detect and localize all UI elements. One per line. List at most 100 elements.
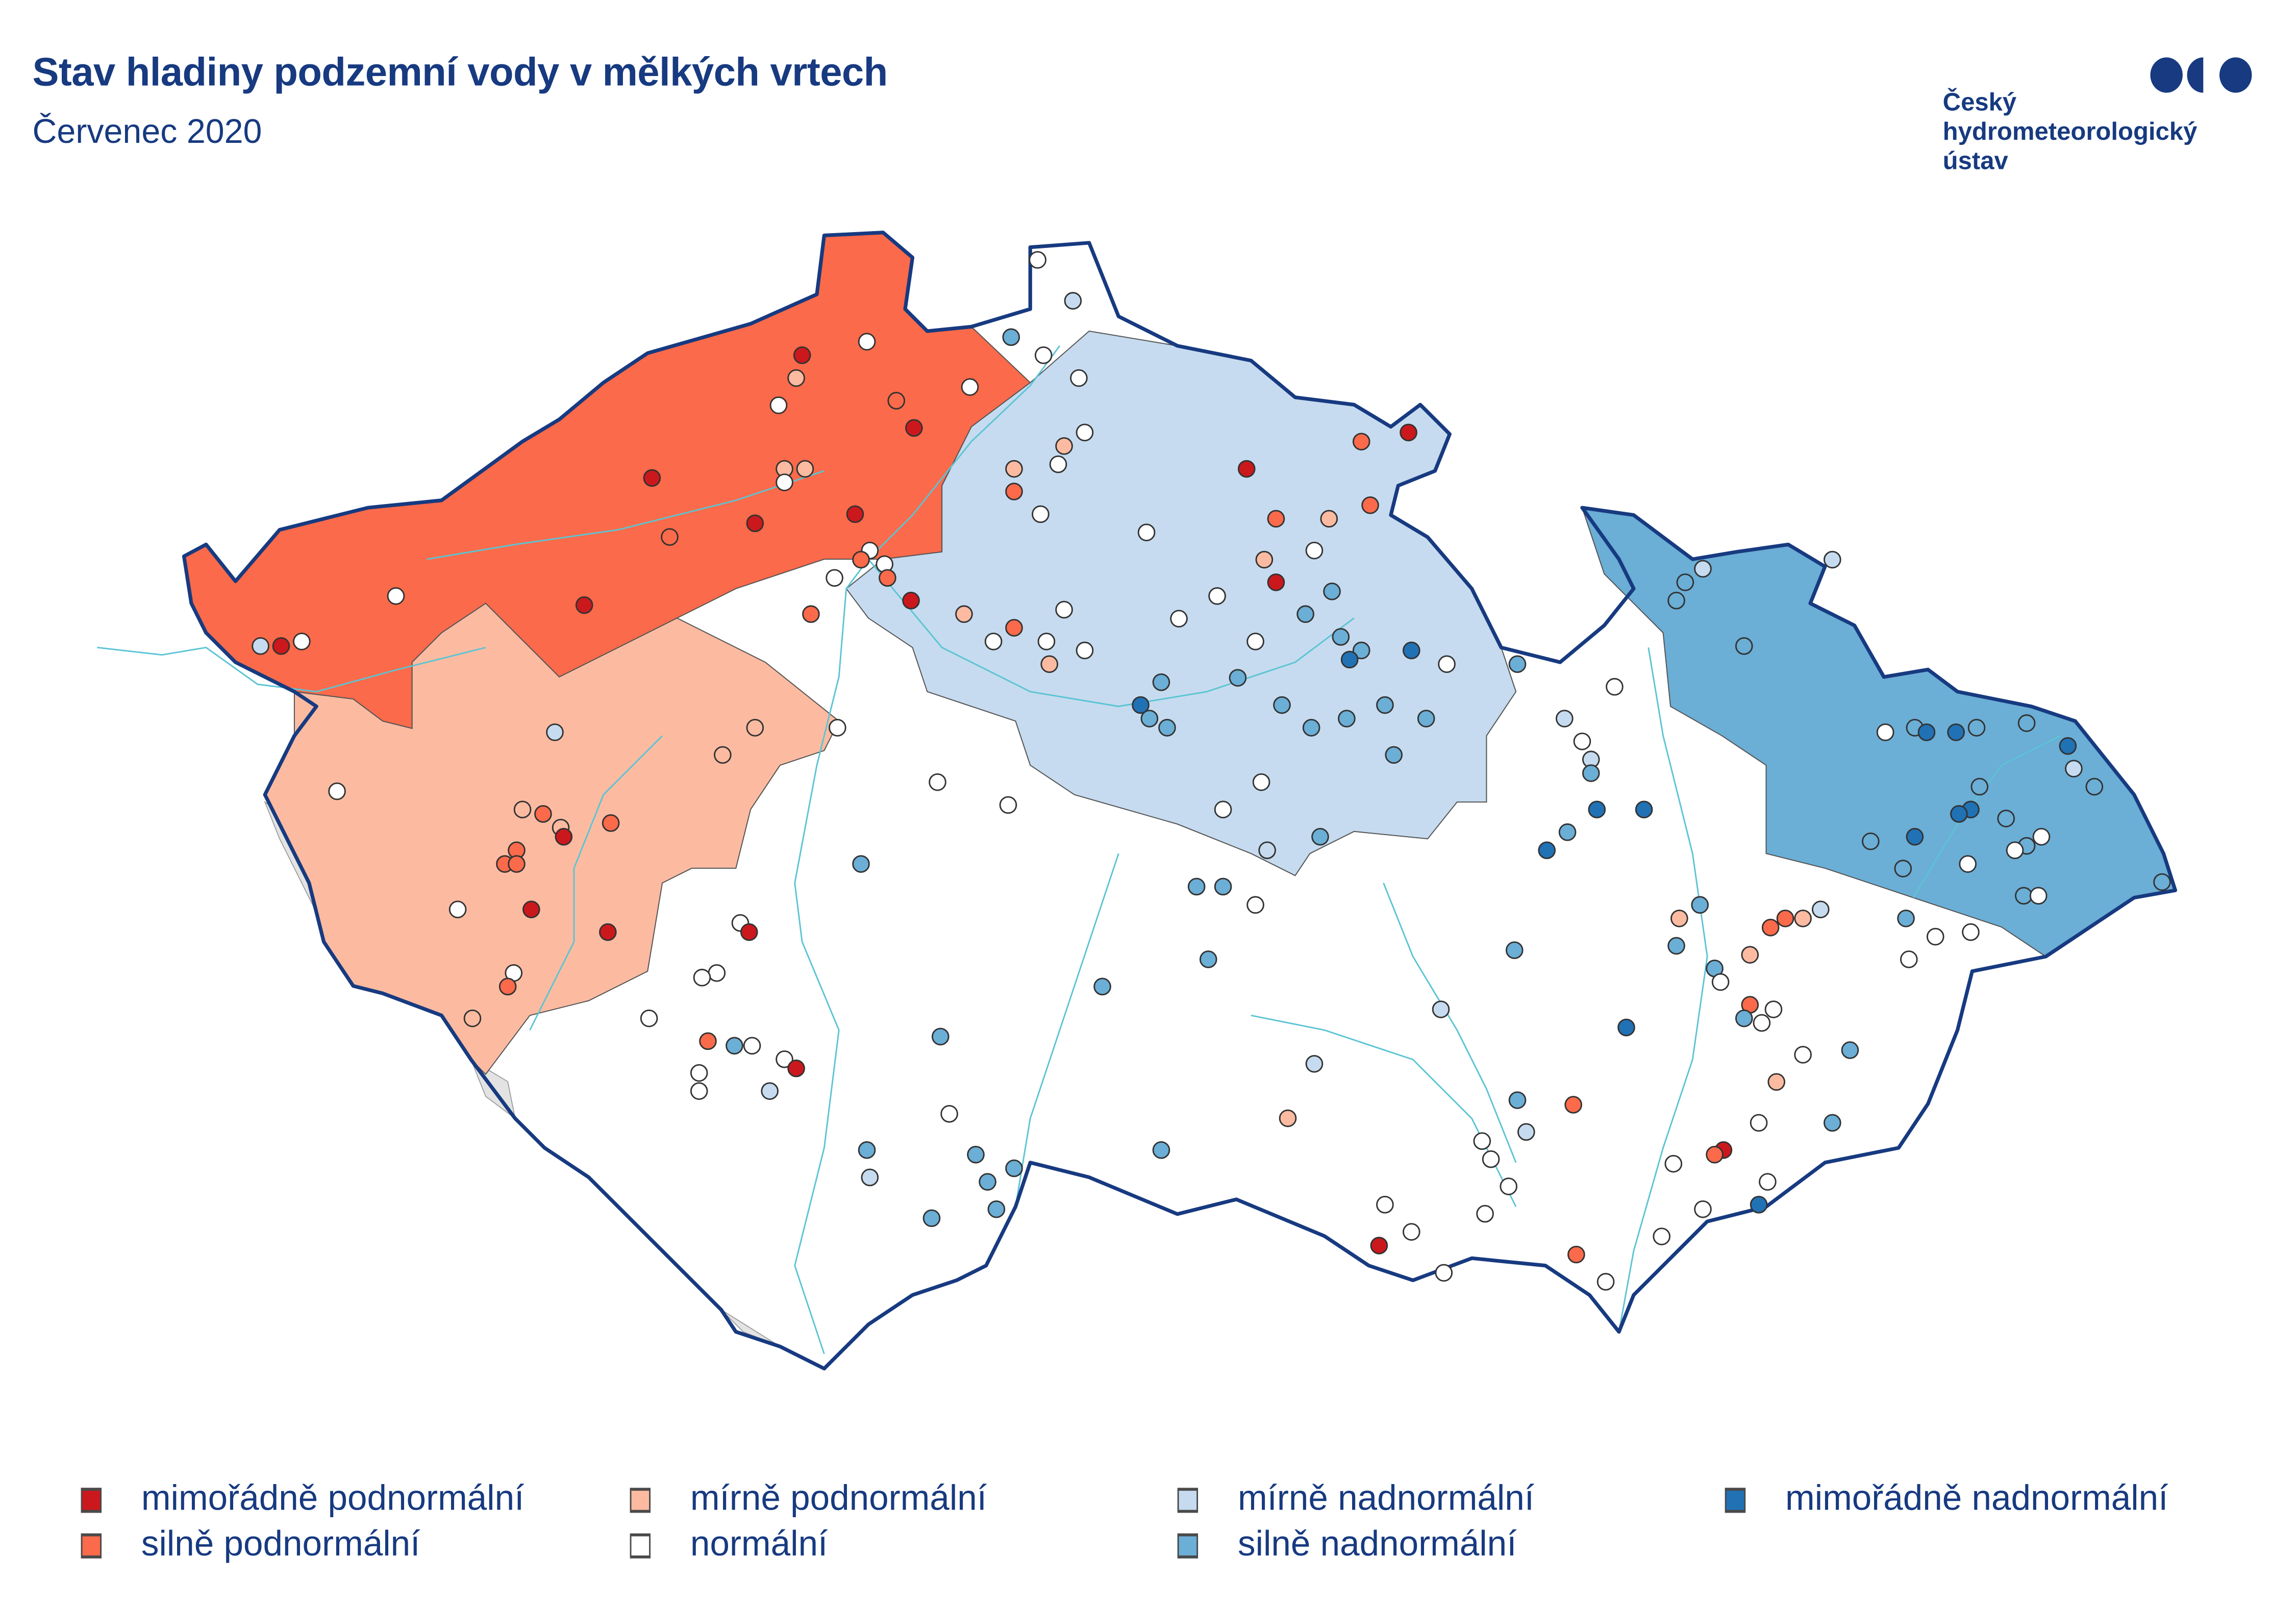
station-marker[interactable]: [1676, 573, 1694, 591]
station-marker[interactable]: [955, 605, 973, 623]
station-marker[interactable]: [387, 587, 405, 605]
station-marker[interactable]: [1947, 723, 1965, 741]
station-marker[interactable]: [761, 1082, 779, 1100]
station-marker[interactable]: [1002, 328, 1020, 346]
station-marker[interactable]: [1653, 1227, 1671, 1245]
station-marker[interactable]: [1005, 460, 1023, 478]
station-marker[interactable]: [787, 369, 805, 387]
station-marker[interactable]: [1767, 1073, 1786, 1091]
station-marker[interactable]: [1070, 369, 1088, 387]
station-marker[interactable]: [1305, 541, 1324, 560]
station-marker[interactable]: [1759, 1173, 1777, 1191]
station-marker[interactable]: [1635, 800, 1653, 819]
station-marker[interactable]: [2065, 760, 2083, 777]
station-marker[interactable]: [776, 473, 793, 491]
station-marker[interactable]: [1352, 433, 1370, 450]
station-marker[interactable]: [1841, 1041, 1859, 1059]
station-marker[interactable]: [1417, 710, 1435, 727]
station-marker[interactable]: [979, 1173, 996, 1191]
station-marker[interactable]: [1670, 909, 1688, 927]
station-marker[interactable]: [861, 1168, 879, 1187]
station-marker[interactable]: [1505, 941, 1524, 959]
station-marker[interactable]: [1473, 1132, 1491, 1150]
station-marker[interactable]: [2029, 887, 2048, 905]
station-marker[interactable]: [1005, 619, 1023, 637]
station-marker[interactable]: [1140, 710, 1159, 727]
station-marker[interactable]: [1152, 1141, 1170, 1159]
station-marker[interactable]: [546, 723, 564, 741]
station-marker[interactable]: [1029, 251, 1046, 269]
station-marker[interactable]: [555, 827, 573, 846]
station-marker[interactable]: [1824, 1114, 1841, 1132]
station-marker[interactable]: [1403, 641, 1420, 660]
station-marker[interactable]: [272, 637, 290, 655]
station-marker[interactable]: [1764, 1000, 1783, 1018]
station-marker[interactable]: [1040, 655, 1059, 673]
station-marker[interactable]: [1246, 896, 1264, 914]
station-marker[interactable]: [463, 1009, 482, 1027]
station-marker[interactable]: [1258, 841, 1276, 860]
station-marker[interactable]: [1246, 633, 1264, 650]
station-marker[interactable]: [1049, 455, 1067, 473]
station-marker[interactable]: [599, 923, 617, 941]
station-marker[interactable]: [1906, 827, 1924, 846]
station-marker[interactable]: [769, 396, 788, 414]
station-marker[interactable]: [1005, 483, 1023, 500]
station-marker[interactable]: [1694, 560, 1712, 578]
station-marker[interactable]: [1132, 696, 1150, 714]
station-marker[interactable]: [1500, 1177, 1518, 1195]
station-marker[interactable]: [1267, 573, 1285, 591]
station-marker[interactable]: [1824, 550, 1841, 569]
station-marker[interactable]: [1573, 732, 1591, 750]
station-marker[interactable]: [1917, 723, 1936, 741]
station-marker[interactable]: [1376, 696, 1394, 714]
station-marker[interactable]: [1667, 591, 1685, 610]
station-marker[interactable]: [1582, 764, 1600, 782]
station-marker[interactable]: [513, 800, 532, 819]
station-marker[interactable]: [746, 514, 764, 533]
station-marker[interactable]: [967, 1145, 985, 1164]
station-marker[interactable]: [1776, 909, 1794, 927]
station-marker[interactable]: [1753, 1014, 1771, 1032]
station-marker[interactable]: [1617, 1018, 1635, 1037]
station-marker[interactable]: [858, 1141, 876, 1159]
station-marker[interactable]: [1794, 909, 1812, 927]
station-marker[interactable]: [1237, 460, 1256, 478]
station-marker[interactable]: [1376, 1196, 1394, 1214]
station-marker[interactable]: [328, 782, 346, 800]
station-marker[interactable]: [1229, 669, 1247, 687]
station-marker[interactable]: [1794, 1046, 1812, 1064]
station-marker[interactable]: [1170, 610, 1188, 627]
station-marker[interactable]: [1302, 719, 1320, 737]
station-marker[interactable]: [522, 900, 540, 918]
station-marker[interactable]: [1476, 1204, 1494, 1223]
station-marker[interactable]: [1876, 723, 1894, 741]
station-marker[interactable]: [708, 964, 726, 982]
station-marker[interactable]: [714, 746, 732, 764]
station-marker[interactable]: [1432, 1000, 1450, 1018]
station-marker[interactable]: [1385, 746, 1403, 764]
station-marker[interactable]: [1187, 877, 1206, 896]
station-marker[interactable]: [2059, 737, 2077, 755]
station-marker[interactable]: [1323, 583, 1341, 600]
station-marker[interactable]: [1034, 346, 1053, 364]
station-marker[interactable]: [1706, 1145, 1724, 1164]
station-marker[interactable]: [1691, 896, 1709, 914]
station-marker[interactable]: [1305, 1054, 1324, 1073]
station-marker[interactable]: [575, 596, 593, 614]
station-marker[interactable]: [1897, 909, 1915, 927]
station-marker[interactable]: [796, 460, 814, 478]
station-marker[interactable]: [922, 1209, 941, 1227]
station-marker[interactable]: [787, 1059, 805, 1077]
station-marker[interactable]: [1267, 510, 1285, 528]
station-marker[interactable]: [602, 814, 620, 832]
station-marker[interactable]: [776, 1050, 793, 1068]
station-marker[interactable]: [1711, 973, 1730, 991]
station-marker[interactable]: [1926, 927, 1944, 946]
station-marker[interactable]: [1667, 937, 1685, 955]
station-marker[interactable]: [661, 528, 679, 546]
station-marker[interactable]: [743, 1037, 761, 1055]
station-marker[interactable]: [448, 900, 467, 918]
station-marker[interactable]: [1482, 1150, 1500, 1168]
station-marker[interactable]: [1997, 810, 2015, 827]
